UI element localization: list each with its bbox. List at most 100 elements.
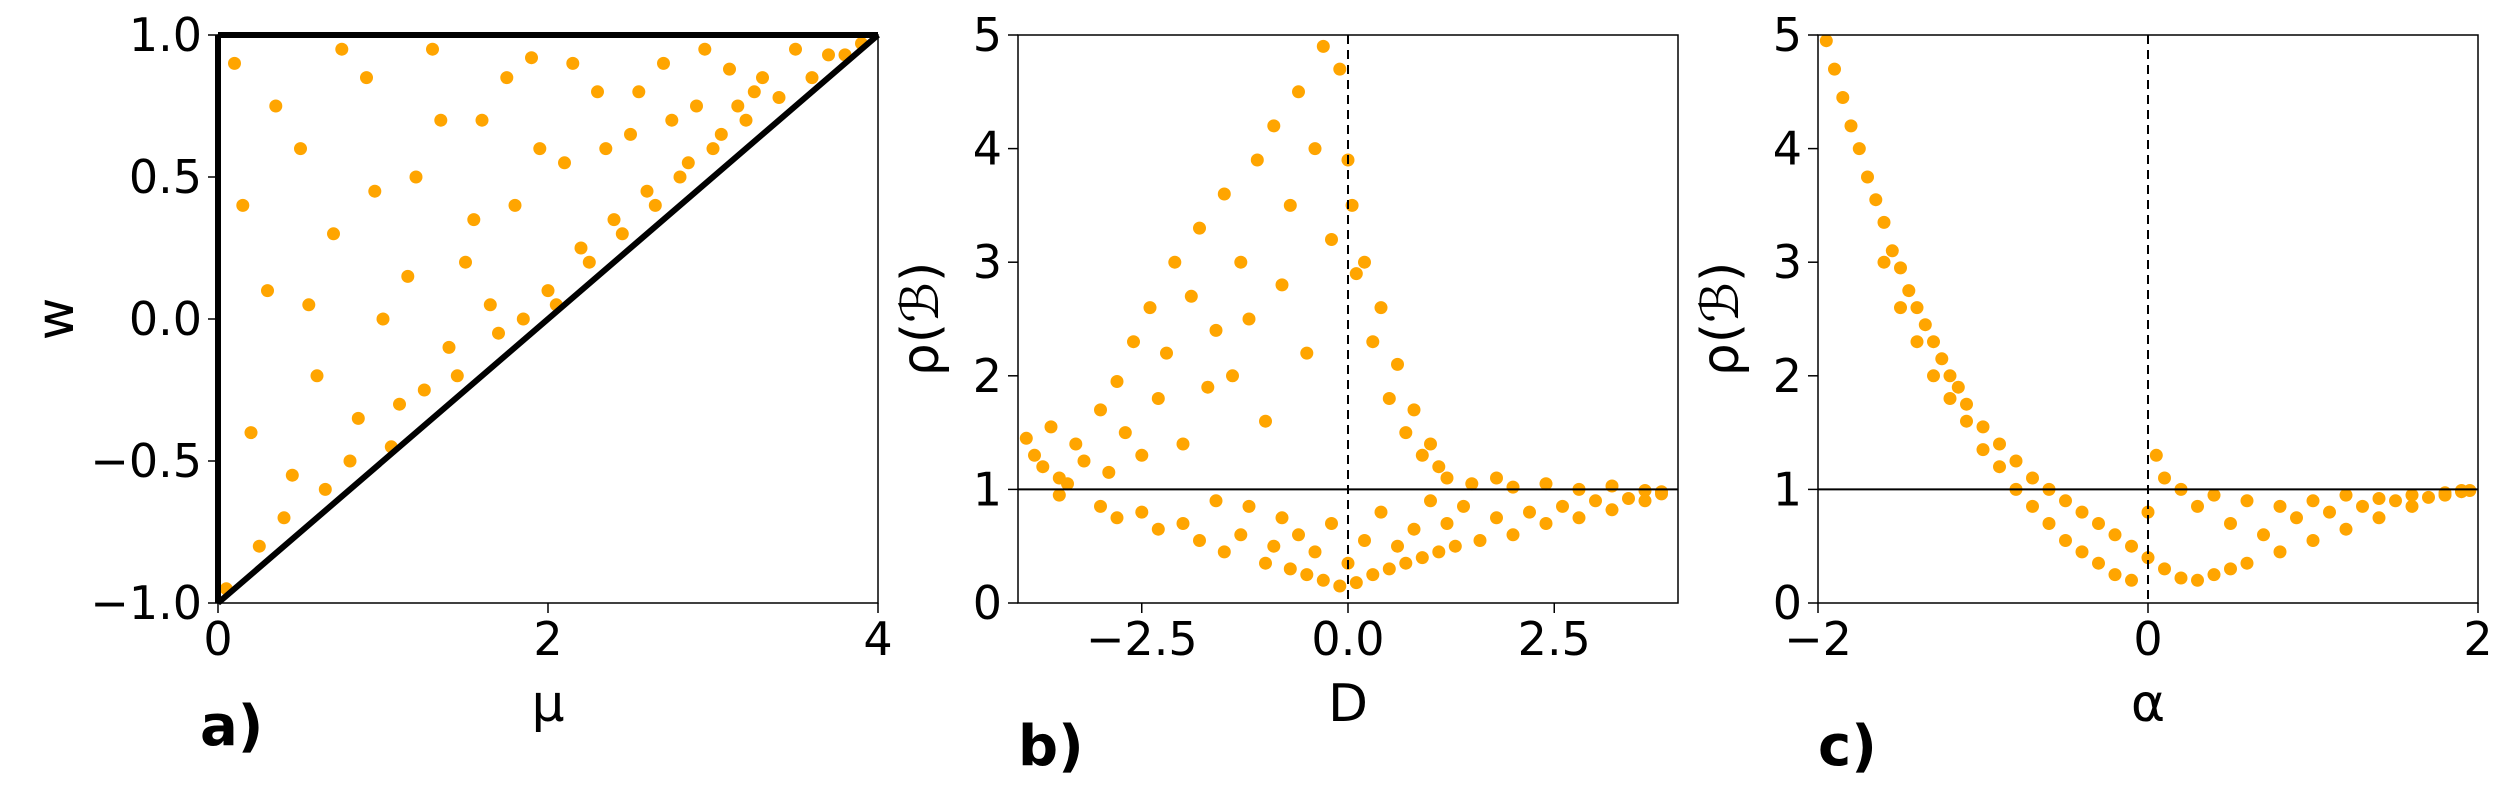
data-point xyxy=(1894,301,1907,315)
y-axis-label: w xyxy=(26,298,86,341)
data-point xyxy=(1391,357,1404,371)
data-point xyxy=(615,227,629,241)
data-point xyxy=(2405,499,2419,513)
data-point xyxy=(1127,335,1140,349)
y-tick-label: 5 xyxy=(1773,8,1802,62)
data-point xyxy=(789,42,802,56)
data-point xyxy=(1407,403,1421,417)
data-point xyxy=(475,113,489,127)
data-point xyxy=(1366,335,1380,349)
data-point xyxy=(1019,431,1033,445)
data-point xyxy=(1605,503,1619,517)
data-point xyxy=(1028,448,1041,462)
data-point xyxy=(2372,492,2386,505)
data-point xyxy=(2125,573,2138,587)
data-point xyxy=(2224,562,2237,576)
data-point xyxy=(483,298,497,312)
data-point xyxy=(269,99,283,113)
data-point xyxy=(2356,499,2369,513)
data-point xyxy=(1539,477,1553,491)
data-point xyxy=(1976,420,1990,434)
data-point xyxy=(1572,511,1586,525)
x-tick-label: 2.5 xyxy=(1518,612,1591,666)
data-point xyxy=(1424,437,1437,451)
data-point xyxy=(1523,505,1536,519)
data-point xyxy=(1151,392,1165,405)
data-point xyxy=(492,326,505,340)
data-point xyxy=(1234,255,1248,269)
panel-label: b) xyxy=(1018,714,1084,779)
data-point xyxy=(1209,323,1223,337)
data-point xyxy=(541,284,555,298)
data-point xyxy=(1358,534,1371,547)
panel-2: −2.5 0.0 2.5 0 1 2 3 4 5 Dρ(ℬ) b) xyxy=(891,8,1679,779)
data-point xyxy=(632,85,646,99)
data-point xyxy=(1638,484,1652,497)
data-point xyxy=(1382,562,1396,576)
data-point xyxy=(1325,233,1338,246)
data-point xyxy=(285,468,299,482)
data-point xyxy=(2372,511,2386,525)
data-point xyxy=(252,539,266,553)
y-tick-label: 4 xyxy=(1773,122,1802,176)
data-point xyxy=(1176,437,1190,451)
data-point xyxy=(1242,499,1256,513)
data-point xyxy=(2438,486,2452,500)
data-point xyxy=(1943,392,1957,405)
scatter-points xyxy=(219,37,868,596)
y-tick-label: 0.5 xyxy=(129,150,202,204)
x-axis-label: α xyxy=(2131,674,2165,734)
data-point xyxy=(2108,568,2122,582)
data-point xyxy=(1861,170,1874,184)
data-point xyxy=(1226,369,1239,383)
data-point xyxy=(772,91,786,104)
data-point xyxy=(2306,494,2320,508)
data-point xyxy=(450,369,464,383)
data-point xyxy=(2240,494,2254,508)
data-point xyxy=(2389,494,2402,508)
data-point xyxy=(1151,522,1165,536)
data-point xyxy=(2339,488,2353,502)
data-point xyxy=(318,482,332,496)
data-point xyxy=(1036,460,1050,474)
y-tick-label: 5 xyxy=(973,8,1002,62)
y-tick-label: 0 xyxy=(973,576,1002,630)
data-point xyxy=(2026,499,2039,513)
y-axis-label: ρ(ℬ) xyxy=(891,262,951,376)
data-point xyxy=(1877,255,1891,269)
data-point xyxy=(1605,479,1619,493)
data-point xyxy=(1902,284,1916,298)
data-point xyxy=(393,397,406,411)
data-point xyxy=(1440,517,1454,530)
data-point xyxy=(228,56,241,70)
data-point xyxy=(1283,562,1297,576)
data-point xyxy=(500,71,514,85)
y-tick-label: 2 xyxy=(1773,349,1802,403)
data-point xyxy=(698,42,712,56)
data-point xyxy=(1448,539,1462,553)
data-point xyxy=(459,255,472,269)
data-point xyxy=(426,42,439,56)
data-point xyxy=(2207,568,2221,582)
data-point xyxy=(1828,62,1841,76)
y-tick-label: 4 xyxy=(973,122,1002,176)
data-point xyxy=(1918,318,1932,332)
x-tick-label: −2.5 xyxy=(1086,612,1198,666)
data-point xyxy=(2059,534,2072,547)
panel-1: 0 2 4 −1.0 −0.5 0.0 0.5 1.0 μ w a) xyxy=(26,8,893,759)
data-point xyxy=(1374,505,1388,519)
y-tick-label: 0 xyxy=(1773,576,1802,630)
data-point xyxy=(566,56,580,70)
data-point xyxy=(1407,522,1421,536)
data-point xyxy=(1836,91,1850,104)
data-point xyxy=(1943,369,1957,383)
data-point xyxy=(1325,517,1338,530)
data-point xyxy=(1993,460,2006,474)
data-point xyxy=(2141,505,2155,519)
data-point xyxy=(1259,414,1272,428)
data-point xyxy=(1292,528,1305,542)
data-point xyxy=(2273,499,2287,513)
data-point xyxy=(1589,494,1602,508)
